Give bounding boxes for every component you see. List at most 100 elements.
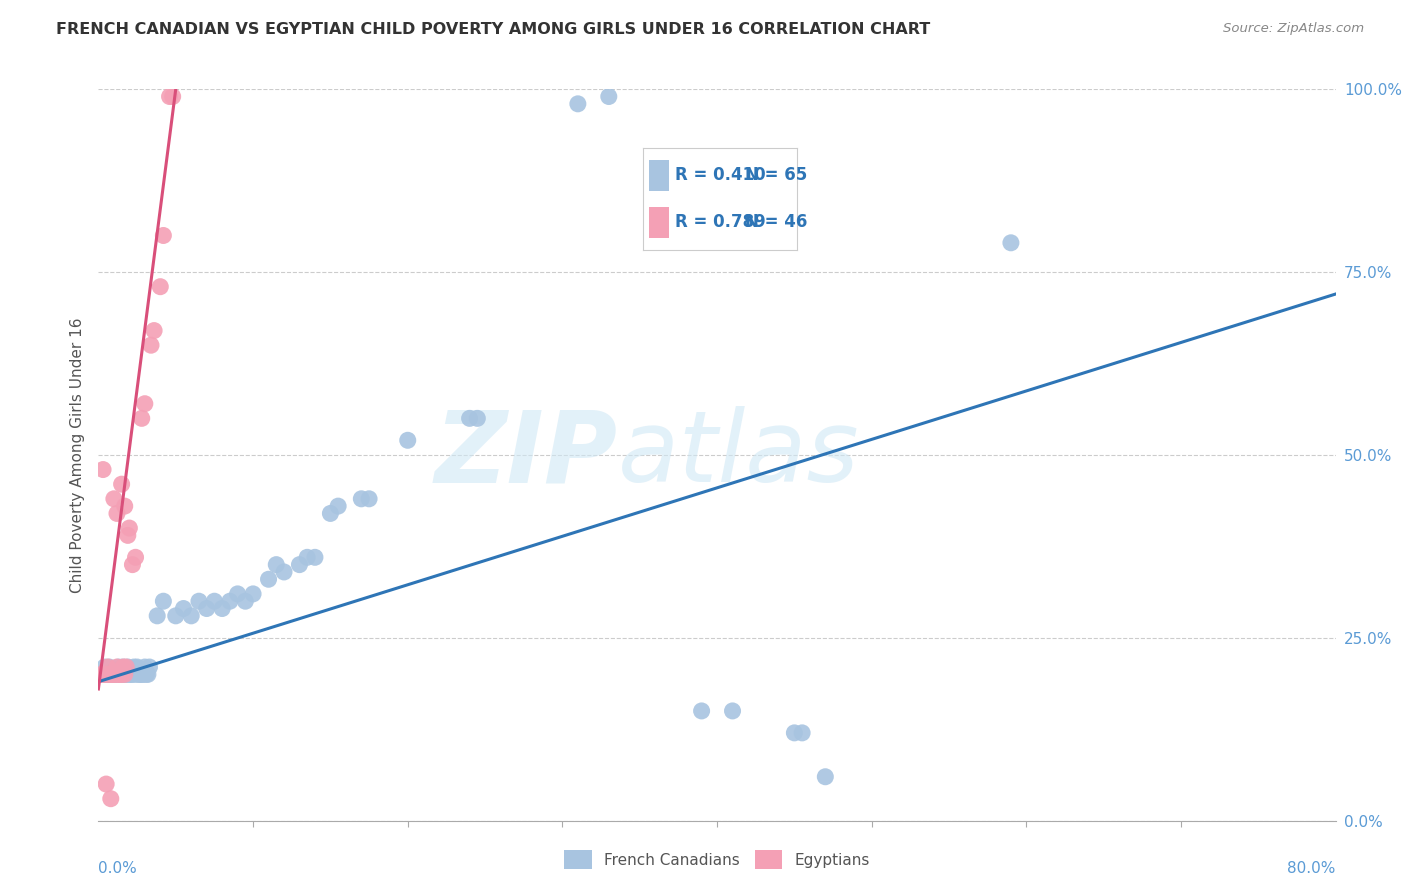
Point [135, 667, 157, 681]
Point [90, 667, 112, 681]
Point [97, 667, 120, 681]
Point [134, 397, 156, 411]
Point [143, 324, 166, 338]
Point [98, 667, 121, 681]
Point [96, 667, 118, 681]
Text: R = 0.410: R = 0.410 [675, 167, 766, 185]
Text: R = 0.789: R = 0.789 [675, 213, 766, 231]
Point [319, 507, 342, 521]
Y-axis label: Child Poverty Among Girls Under 16: Child Poverty Among Girls Under 16 [69, 318, 84, 592]
Point [105, 660, 128, 674]
Point [188, 594, 211, 608]
Point [132, 667, 155, 681]
Point [91, 462, 114, 476]
Point [122, 660, 145, 674]
Point [124, 667, 146, 681]
Point [98, 660, 121, 674]
Point [790, 726, 813, 740]
Point [101, 667, 124, 681]
Point [149, 279, 172, 293]
Point [146, 608, 169, 623]
Point [138, 660, 160, 674]
Bar [650, 207, 669, 238]
Point [180, 608, 202, 623]
Text: N = 46: N = 46 [745, 213, 807, 231]
Point [304, 550, 326, 565]
Point [91, 667, 114, 681]
Point [93, 667, 115, 681]
Point [104, 667, 127, 681]
Point [103, 667, 125, 681]
Point [257, 572, 280, 586]
Point [690, 704, 713, 718]
Point [129, 667, 152, 681]
Point [103, 491, 125, 506]
Point [139, 338, 162, 352]
Text: Source: ZipAtlas.com: Source: ZipAtlas.com [1223, 22, 1364, 36]
Text: N = 65: N = 65 [745, 167, 807, 185]
Point [226, 587, 249, 601]
Point [242, 587, 264, 601]
Point [131, 411, 153, 425]
Point [90, 667, 112, 681]
Point [136, 667, 159, 681]
Point [100, 667, 122, 681]
Point [114, 499, 136, 513]
Point [107, 660, 129, 674]
Point [219, 594, 242, 608]
Point [114, 667, 136, 681]
Point [96, 667, 118, 681]
Point [1000, 235, 1022, 250]
Point [117, 528, 139, 542]
Point [121, 667, 143, 681]
Point [721, 704, 744, 718]
Point [105, 507, 128, 521]
Point [91, 667, 114, 681]
Point [165, 608, 187, 623]
Point [120, 667, 142, 681]
Point [458, 411, 481, 425]
Text: atlas: atlas [619, 407, 859, 503]
Point [172, 601, 194, 615]
Point [598, 89, 620, 103]
Text: ZIP: ZIP [434, 407, 619, 503]
Point [134, 660, 156, 674]
Point [357, 491, 380, 506]
Point [326, 499, 350, 513]
Point [350, 491, 373, 506]
Point [101, 667, 124, 681]
Point [118, 667, 141, 681]
Bar [650, 160, 669, 191]
Legend: French Canadians, Egyptians: French Canadians, Egyptians [558, 845, 876, 875]
Point [204, 594, 226, 608]
Point [152, 594, 174, 608]
Point [108, 667, 131, 681]
Point [111, 667, 132, 681]
Point [107, 667, 129, 681]
Point [211, 601, 233, 615]
Point [127, 660, 149, 674]
Point [128, 667, 150, 681]
Point [195, 601, 218, 615]
Point [112, 660, 135, 674]
Point [297, 550, 319, 565]
Point [467, 411, 489, 425]
Point [111, 667, 132, 681]
Point [264, 558, 288, 572]
Point [131, 667, 153, 681]
Point [117, 660, 139, 674]
Point [814, 770, 837, 784]
Point [100, 667, 122, 681]
Point [233, 594, 257, 608]
Text: 80.0%: 80.0% [1288, 861, 1336, 876]
Point [159, 89, 181, 103]
Point [152, 228, 174, 243]
Point [111, 477, 132, 491]
Point [567, 96, 589, 111]
Point [162, 89, 184, 103]
Point [103, 667, 125, 681]
Point [100, 791, 122, 805]
Point [288, 558, 311, 572]
Point [273, 565, 295, 579]
Point [112, 660, 135, 674]
